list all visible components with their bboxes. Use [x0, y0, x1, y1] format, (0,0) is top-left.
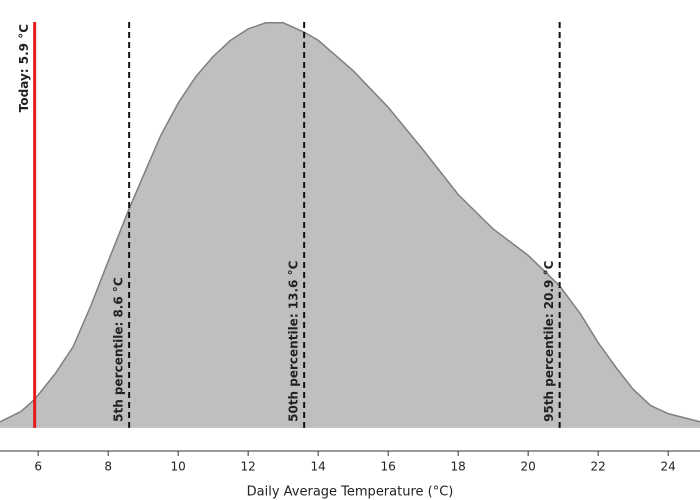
x-tick-label: 8: [104, 460, 112, 474]
reference-label: Today: 5.9 °C: [17, 24, 31, 112]
x-tick-label: 12: [241, 460, 256, 474]
density-line: [0, 22, 700, 423]
reference-label: 5th percentile: 8.6 °C: [112, 277, 126, 422]
x-tick-label: 16: [381, 460, 396, 474]
x-tick-label: 24: [661, 460, 676, 474]
x-tick-label: 18: [451, 460, 466, 474]
x-tick-label: 22: [591, 460, 606, 474]
reference-label: 50th percentile: 13.6 °C: [287, 260, 301, 421]
reference-label: 95th percentile: 20.9 °C: [542, 260, 556, 421]
x-tick-label: 6: [34, 460, 42, 474]
density-area: [0, 22, 700, 428]
x-tick-label: 20: [521, 460, 536, 474]
x-axis-label: Daily Average Temperature (°C): [247, 485, 454, 500]
x-tick-label: 10: [171, 460, 186, 474]
x-tick-label: 14: [311, 460, 326, 474]
